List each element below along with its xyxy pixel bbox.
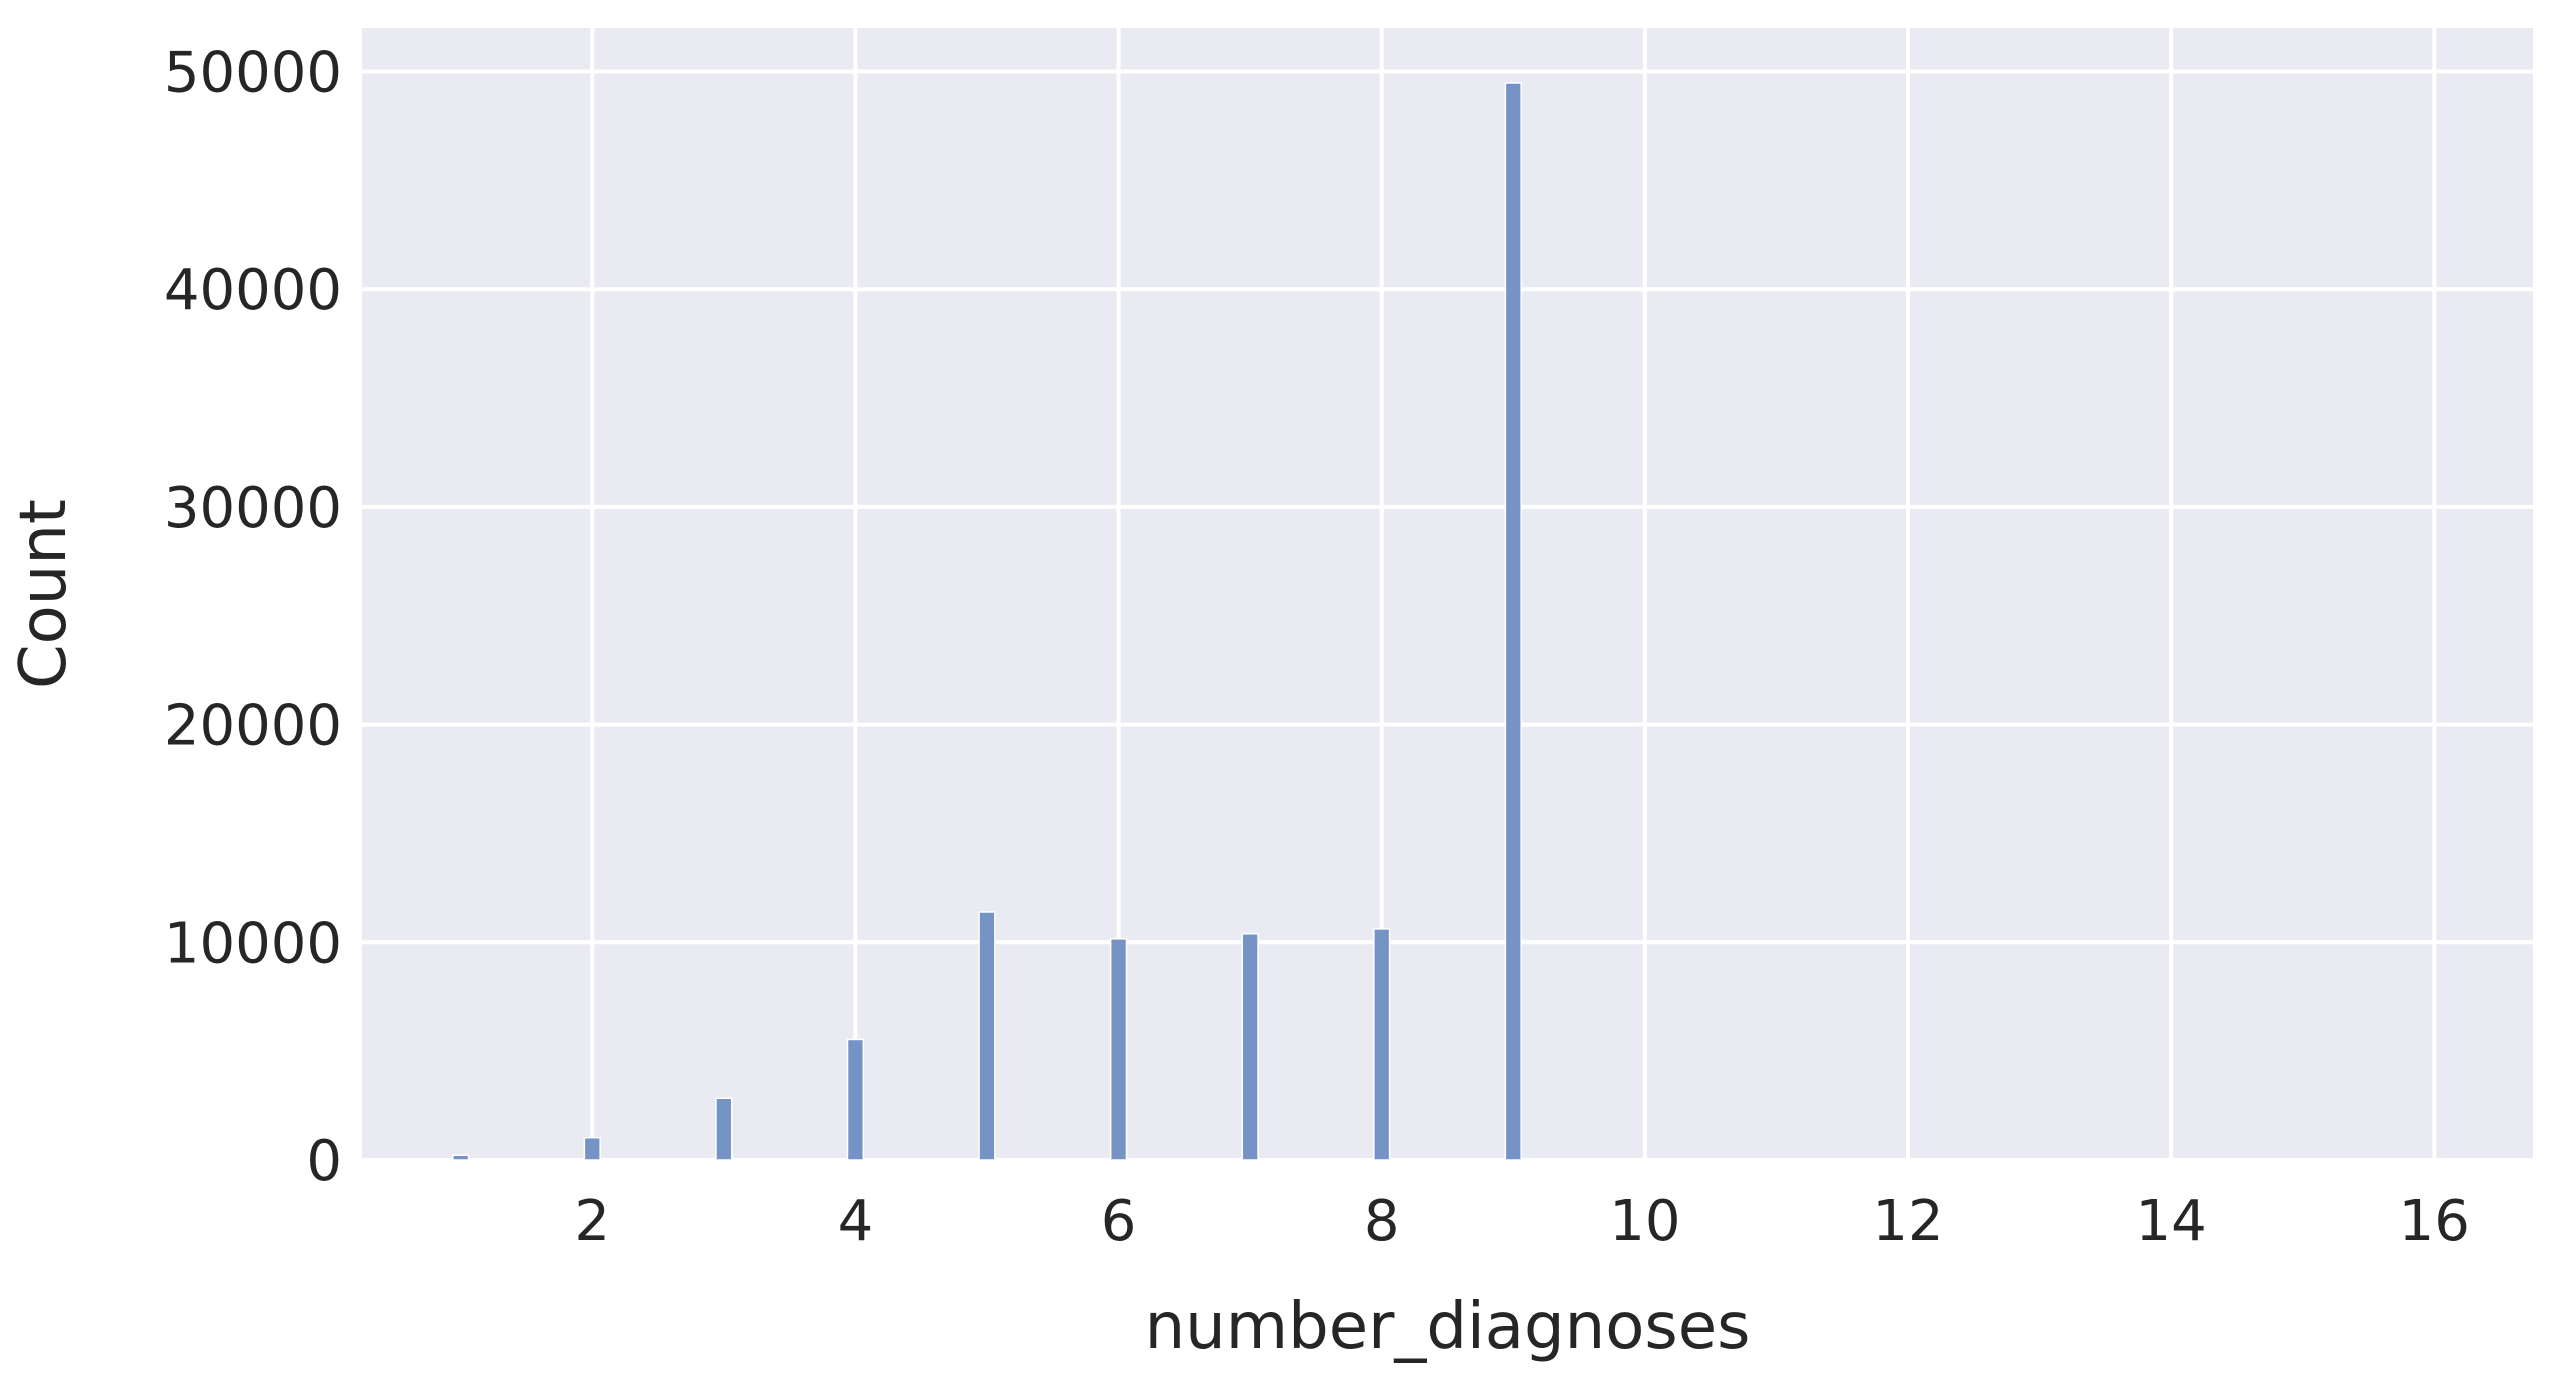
histogram-bars (452, 82, 2443, 1161)
y-tick-label: 30000 (164, 476, 342, 541)
histogram-bar (452, 1154, 470, 1161)
histogram-bar (715, 1097, 733, 1161)
x-tick-label: 12 (1872, 1189, 1943, 1254)
x-tick-label: 4 (838, 1189, 874, 1254)
plot-area-background (362, 28, 2533, 1160)
histogram-bar (1504, 82, 1522, 1161)
y-tick-label: 0 (306, 1129, 342, 1194)
histogram-bar (1109, 938, 1128, 1161)
histogram-bar (978, 911, 996, 1161)
histogram-bar (2425, 1158, 2443, 1161)
histogram-bar (583, 1136, 601, 1161)
x-axis-label: number_diagnoses (1145, 1290, 1751, 1364)
y-axis-label: Count (7, 499, 81, 689)
y-tick-label: 50000 (164, 41, 342, 106)
y-tick-labels: 0 10000 20000 30000 40000 50000 (164, 41, 342, 1194)
x-tick-labels: 2 4 6 8 10 12 14 16 (574, 1189, 2470, 1254)
grid-lines (362, 28, 2533, 1162)
y-tick-label: 20000 (164, 694, 342, 759)
y-tick-label: 10000 (164, 911, 342, 976)
x-tick-label: 10 (1609, 1189, 1680, 1254)
y-tick-label: 40000 (164, 258, 342, 323)
x-tick-label: 2 (574, 1189, 610, 1254)
histogram-bar (846, 1038, 865, 1161)
histogram-bar (1373, 928, 1391, 1161)
histogram-bar (1241, 933, 1259, 1161)
x-tick-label: 6 (1101, 1189, 1137, 1254)
x-tick-label: 14 (2136, 1189, 2207, 1254)
x-tick-label: 8 (1364, 1189, 1400, 1254)
x-tick-label: 16 (2399, 1189, 2470, 1254)
